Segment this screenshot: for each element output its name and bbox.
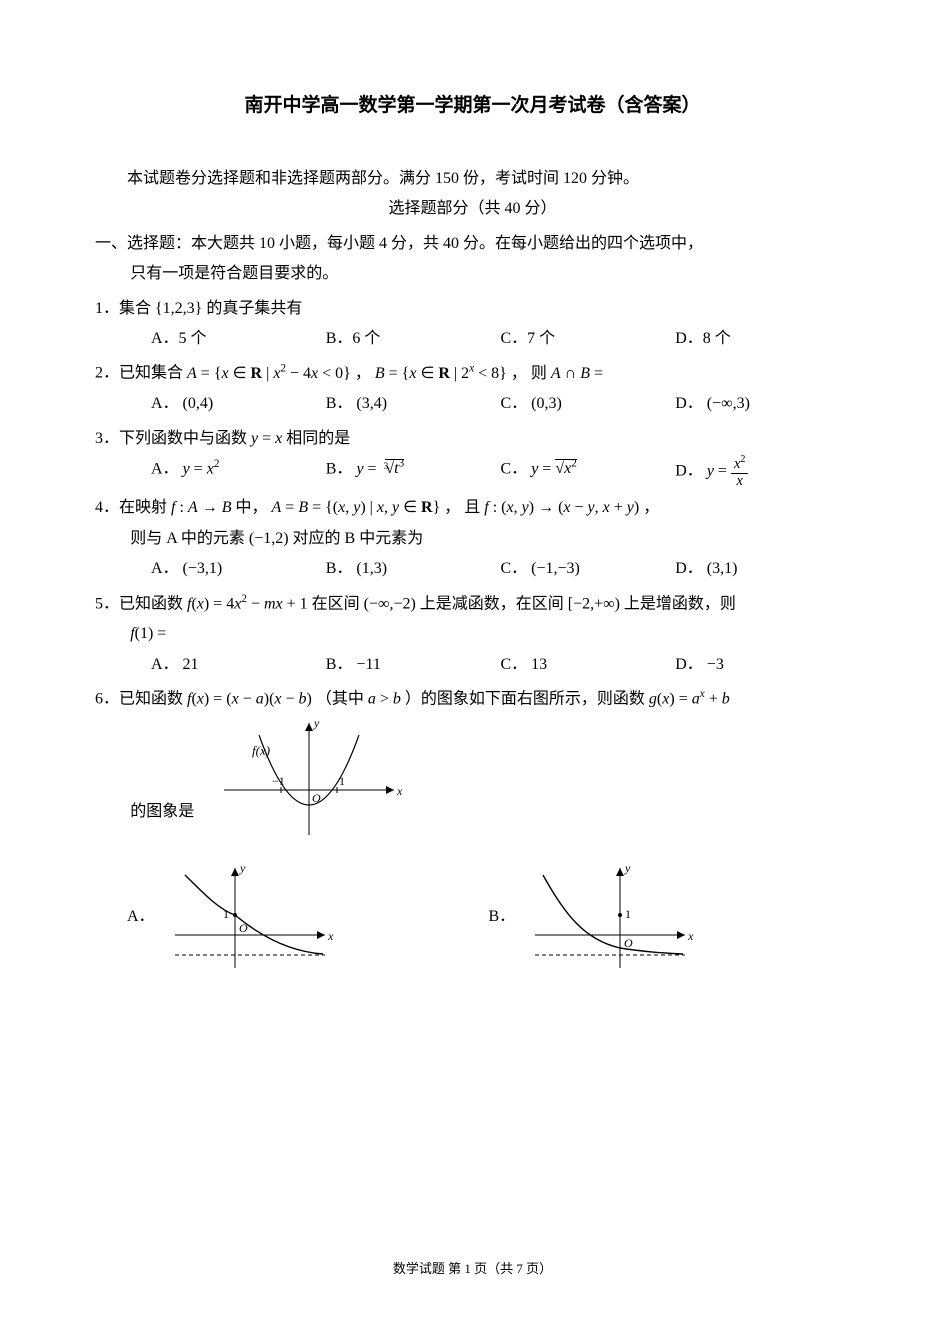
- q1-option-c: C．7 个: [501, 324, 676, 354]
- q6-option-a-letter: A．: [127, 902, 155, 932]
- q1-stem: 1．集合 {1,2,3} 的真子集共有: [95, 294, 850, 324]
- intro-line-1: 本试题卷分选择题和非选择题两部分。满分 150 份，考试时间 120 分钟。: [95, 164, 850, 194]
- svg-text:y: y: [624, 861, 631, 875]
- question-6: 6．已知函数 f(x) = (x − a)(x − b) （其中 a > b ）…: [95, 684, 850, 975]
- q5-option-d: D． −3: [675, 650, 850, 680]
- q3-option-a: A． y = x2: [151, 454, 326, 489]
- q5-line-2: f(1) =: [95, 619, 850, 649]
- svg-text:x: x: [396, 784, 403, 798]
- q5-option-a: A． 21: [151, 650, 326, 680]
- svg-text:1: 1: [625, 907, 631, 921]
- svg-text:x: x: [327, 929, 334, 943]
- q2-option-d: D． (−∞,3): [675, 389, 850, 419]
- exam-page: 南开中学高一数学第一学期第一次月考试卷（含答案） 本试题卷分选择题和非选择题两部…: [0, 0, 945, 1337]
- q5-option-b: B． −11: [326, 650, 501, 680]
- q3-option-b: B． y = 3√t3: [326, 454, 501, 489]
- intro-line-2: 选择题部分（共 40 分）: [95, 194, 850, 224]
- q2-math: A = {x ∈ R | x2 − 4x < 0} ， B = {x ∈ R |…: [187, 365, 603, 382]
- q3-option-c: C． y = √x2: [501, 454, 676, 489]
- q4-line-1: 4．在映射 f : A → B 中， A = B = {(x, y) | x, …: [95, 493, 850, 523]
- q4-option-b: B． (1,3): [326, 554, 501, 584]
- q1-option-d: D．8 个: [675, 324, 850, 354]
- q5-option-c: C． 13: [501, 650, 676, 680]
- q6-line-1: 6．已知函数 f(x) = (x − a)(x − b) （其中 a > b ）…: [95, 684, 850, 715]
- svg-text:−1: −1: [272, 774, 285, 788]
- q3-option-d: D． y = x2x: [675, 454, 850, 489]
- q2-option-b: B． (3,4): [326, 389, 501, 419]
- question-1: 1．集合 {1,2,3} 的真子集共有 A．5 个 B．6 个 C．7 个 D．…: [95, 294, 850, 355]
- q4-line-2: 则与 A 中的元素 (−1,2) 对应的 B 中元素为: [95, 524, 850, 554]
- svg-text:1: 1: [223, 907, 229, 921]
- q3-stem: 3．下列函数中与函数 y = x 相同的是: [95, 424, 850, 454]
- q6-option-a: A． x y O 1: [127, 860, 489, 975]
- q5-line-1: 5．已知函数 f(x) = 4x2 − mx + 1 在区间 (−∞,−2) 上…: [95, 589, 850, 620]
- q2-options: A． (0,4) B． (3,4) C． (0,3) D． (−∞,3): [95, 389, 850, 419]
- q4-option-a: A． (−3,1): [151, 554, 326, 584]
- q2-option-c: C． (0,3): [501, 389, 676, 419]
- page-footer: 数学试题 第 1 页（共 7 页）: [0, 1257, 945, 1282]
- svg-text:f(x): f(x): [252, 743, 270, 758]
- q6-line-2: 的图象是: [95, 797, 194, 827]
- q5-options: A． 21 B． −11 C． 13 D． −3: [95, 650, 850, 680]
- question-2: 2．已知集合 A = {x ∈ R | x2 − 4x < 0} ， B = {…: [95, 358, 850, 419]
- q1-option-a: A．5 个: [151, 324, 326, 354]
- q6-options-row: A． x y O 1 B．: [95, 860, 850, 975]
- q2-option-a: A． (0,4): [151, 389, 326, 419]
- q3-options: A． y = x2 B． y = 3√t3 C． y = √x2 D． y = …: [95, 454, 850, 489]
- svg-text:y: y: [313, 716, 320, 730]
- q6-graph-b: x y O 1: [525, 860, 695, 975]
- question-4: 4．在映射 f : A → B 中， A = B = {(x, y) | x, …: [95, 493, 850, 584]
- svg-text:y: y: [239, 861, 246, 875]
- q2-stem: 2．已知集合 A = {x ∈ R | x2 − 4x < 0} ， B = {…: [95, 358, 850, 389]
- svg-text:O: O: [239, 921, 248, 935]
- q6-graph-a: x y O 1: [165, 860, 335, 975]
- q4-option-d: D． (3,1): [675, 554, 850, 584]
- q6-fx-graph: x y O −1 1 f(x): [214, 715, 404, 840]
- q4-option-c: C． (−1,−3): [501, 554, 676, 584]
- svg-text:1: 1: [339, 774, 345, 788]
- q6-option-b-letter: B．: [489, 902, 516, 932]
- svg-text:O: O: [624, 936, 633, 950]
- q4-options: A． (−3,1) B． (1,3) C． (−1,−3) D． (3,1): [95, 554, 850, 584]
- question-5: 5．已知函数 f(x) = 4x2 − mx + 1 在区间 (−∞,−2) 上…: [95, 589, 850, 681]
- section-1-line-1: 一、选择题：本大题共 10 小题，每小题 4 分，共 40 分。在每小题给出的四…: [95, 229, 850, 259]
- q1-options: A．5 个 B．6 个 C．7 个 D．8 个: [95, 324, 850, 354]
- q6-fx-row: 的图象是 x y O −1 1: [95, 715, 850, 840]
- svg-text:x: x: [687, 929, 694, 943]
- question-3: 3．下列函数中与函数 y = x 相同的是 A． y = x2 B． y = 3…: [95, 424, 850, 490]
- q1-option-b: B．6 个: [326, 324, 501, 354]
- exam-title: 南开中学高一数学第一学期第一次月考试卷（含答案）: [95, 88, 850, 124]
- section-1-heading: 一、选择题：本大题共 10 小题，每小题 4 分，共 40 分。在每小题给出的四…: [95, 229, 850, 290]
- q6-option-b: B． x y O 1: [489, 860, 851, 975]
- section-1-line-2: 只有一项是符合题目要求的。: [95, 259, 850, 289]
